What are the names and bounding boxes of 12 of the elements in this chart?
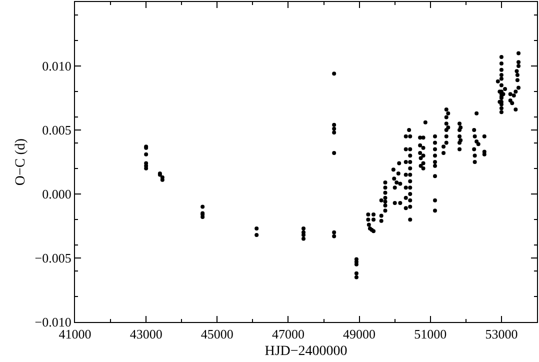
y-tick-label: 0.010	[42, 58, 72, 74]
x-tick-label: 43000	[130, 326, 162, 342]
x-tick-label: 51000	[414, 326, 447, 342]
x-tick-label: 45000	[200, 326, 234, 342]
x-tick-label: 53000	[485, 326, 518, 342]
y-tick-label: 0.000	[42, 186, 72, 202]
x-tick-label: 47000	[272, 326, 304, 342]
y-tick-label: 0.005	[42, 122, 72, 138]
y-axis-title: O−C (d)	[13, 138, 28, 186]
x-tick-label: 49000	[343, 326, 376, 342]
y-tick-label: −0.005	[34, 250, 72, 266]
x-axis-title: HJD−2400000	[264, 344, 348, 359]
